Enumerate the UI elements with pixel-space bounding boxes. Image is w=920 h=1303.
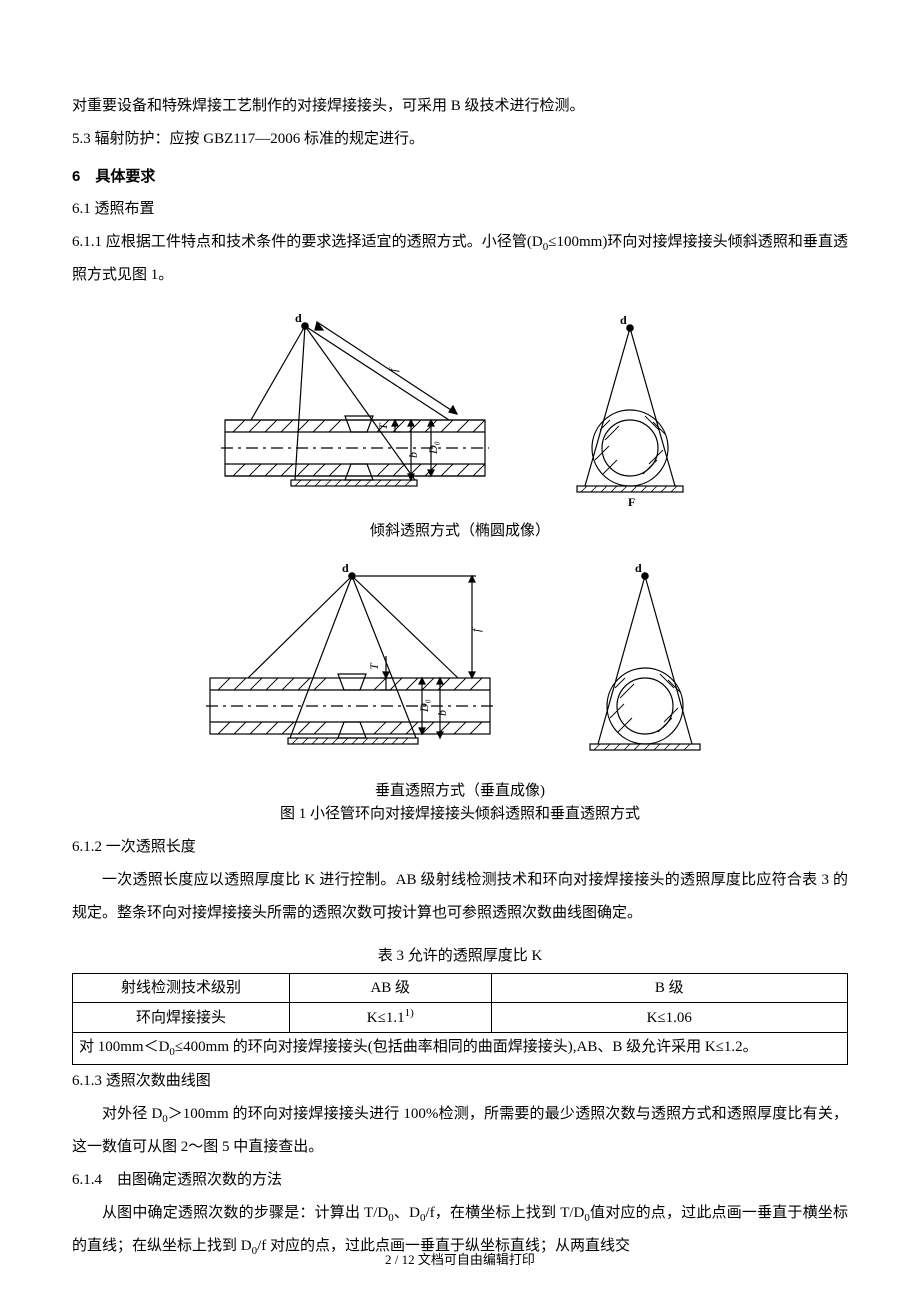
svg-text:T: T	[376, 422, 390, 430]
text-run: 对外径 D	[102, 1106, 162, 1122]
table-caption: 表 3 允许的透照厚度比 K	[72, 940, 848, 973]
svg-text:D₀: D₀	[417, 699, 431, 713]
table-cell: B 级	[491, 974, 848, 1003]
table-cell: K≤1.11)	[290, 1003, 492, 1033]
paragraph: 6.1.1 应根据工件特点和技术条件的要求选择适宜的透照方式。小径管(D0≤10…	[72, 226, 848, 292]
table-cell: K≤1.06	[491, 1003, 848, 1033]
text-run: K≤1.1	[367, 1010, 405, 1026]
diagram-vertical-icon: d f T D₀ b	[190, 560, 730, 770]
table-3: 射线检测技术级别 AB 级 B 级 环向焊接接头 K≤1.11) K≤1.06 …	[72, 973, 848, 1065]
text-run: 对 100mm＜D	[79, 1039, 169, 1055]
figure-caption: 倾斜透照方式（椭圆成像）	[72, 521, 848, 542]
text-run: 从图中确定透照次数的步骤是：计算出 T/D	[102, 1205, 388, 1221]
superscript: 1)	[405, 1007, 414, 1019]
svg-text:d: d	[342, 561, 349, 575]
table-row: 射线检测技术级别 AB 级 B 级	[73, 974, 848, 1003]
svg-text:f: f	[386, 367, 400, 372]
figure-title: 图 1 小径管环向对接焊接接头倾斜透照和垂直透照方式	[72, 804, 848, 825]
paragraph: 6.1.4 由图确定透照次数的方法	[72, 1164, 848, 1197]
page-footer: 2 / 12 文档可自由编辑打印	[0, 1252, 920, 1268]
paragraph: 对外径 D0＞100mm 的环向对接焊接接头进行 100%检测，所需要的最少透照…	[72, 1098, 848, 1164]
figure-caption: 垂直透照方式（垂直成像)	[72, 781, 848, 802]
footer-text: 文档可自由编辑打印	[418, 1252, 535, 1267]
svg-text:b: b	[435, 710, 449, 716]
svg-text:T: T	[367, 662, 381, 670]
document-page: 对重要设备和特殊焊接工艺制作的对接焊接接头，可采用 B 级技术进行检测。 5.3…	[0, 0, 920, 1303]
paragraph: 一次透照长度应以透照厚度比 K 进行控制。AB 级射线检测技术和环向对接焊接接头…	[72, 864, 848, 930]
svg-text:b: b	[406, 452, 420, 458]
section-heading: 6 具体要求	[72, 160, 848, 193]
table-cell: 射线检测技术级别	[73, 974, 290, 1003]
label-d: d	[295, 311, 302, 325]
table-row: 对 100mm＜D0≤400mm 的环向对接焊接接头(包括曲率相同的曲面焊接接头…	[73, 1033, 848, 1065]
figure-1-vertical: d f T D₀ b	[72, 560, 848, 825]
text-run: /f，在横坐标上找到 T/D	[425, 1205, 584, 1221]
svg-text:D₀: D₀	[426, 441, 440, 455]
paragraph: 6.1.3 透照次数曲线图	[72, 1065, 848, 1098]
figure-1-inclined: d f T D₀ b	[72, 310, 848, 542]
text-run: 、D	[394, 1205, 420, 1221]
table-note-cell: 对 100mm＜D0≤400mm 的环向对接焊接接头(包括曲率相同的曲面焊接接头…	[73, 1033, 848, 1065]
text-run: ≤400mm 的环向对接焊接接头(包括曲率相同的曲面焊接接头),AB、B 级允许…	[175, 1039, 758, 1055]
table-cell: AB 级	[290, 974, 492, 1003]
svg-text:d: d	[635, 561, 642, 575]
paragraph: 6.1.2 一次透照长度	[72, 831, 848, 864]
page-number: 2 / 12	[385, 1252, 415, 1267]
svg-text:f: f	[469, 627, 483, 632]
svg-text:F: F	[628, 495, 635, 509]
svg-text:d: d	[620, 313, 627, 327]
diagram-inclined-icon: d f T D₀ b	[205, 310, 715, 510]
paragraph: 对重要设备和特殊焊接工艺制作的对接焊接接头，可采用 B 级技术进行检测。	[72, 90, 848, 123]
table-row: 环向焊接接头 K≤1.11) K≤1.06	[73, 1003, 848, 1033]
text-run: 6.1.1 应根据工件特点和技术条件的要求选择适宜的透照方式。小径管(D	[72, 234, 543, 250]
table-cell: 环向焊接接头	[73, 1003, 290, 1033]
paragraph: 6.1 透照布置	[72, 193, 848, 226]
paragraph: 5.3 辐射防护：应按 GBZ117—2006 标准的规定进行。	[72, 123, 848, 156]
text-run: ＞100mm 的环向对接焊接接头进行 100%检测，所需要的最少透照次数与透照方…	[72, 1106, 848, 1155]
